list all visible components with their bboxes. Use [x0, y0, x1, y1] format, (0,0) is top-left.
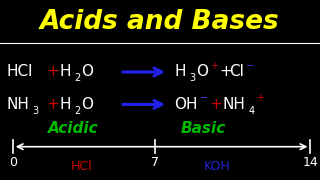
- Text: 3: 3: [33, 106, 39, 116]
- Text: HCl: HCl: [6, 64, 33, 80]
- Text: Basic: Basic: [180, 121, 226, 136]
- Text: +: +: [210, 61, 218, 71]
- Text: 7: 7: [151, 156, 159, 168]
- Text: +: +: [210, 97, 222, 112]
- Text: 0: 0: [9, 156, 17, 168]
- Text: 3: 3: [189, 73, 196, 83]
- Text: 2: 2: [74, 73, 81, 83]
- Text: OH: OH: [174, 97, 198, 112]
- Text: 4: 4: [249, 106, 255, 116]
- Text: +: +: [219, 64, 232, 80]
- Text: H: H: [59, 97, 71, 112]
- Text: Acidic: Acidic: [48, 121, 99, 136]
- Text: 2: 2: [74, 106, 81, 116]
- Text: 14: 14: [302, 156, 318, 168]
- Text: Acids and Bases: Acids and Bases: [40, 9, 280, 35]
- Text: NH: NH: [222, 97, 245, 112]
- Text: H: H: [174, 64, 186, 80]
- Text: H: H: [59, 64, 71, 80]
- Text: NH: NH: [6, 97, 29, 112]
- Text: O: O: [196, 64, 208, 80]
- Text: Cl: Cl: [229, 64, 244, 80]
- Text: KOH: KOH: [204, 160, 231, 173]
- Text: +: +: [46, 64, 59, 80]
- Text: −: −: [246, 61, 254, 71]
- Text: −: −: [200, 93, 208, 103]
- Text: +: +: [46, 97, 59, 112]
- Text: O: O: [81, 64, 93, 80]
- Text: O: O: [81, 97, 93, 112]
- Text: +: +: [256, 93, 264, 103]
- Text: HCl: HCl: [71, 160, 92, 173]
